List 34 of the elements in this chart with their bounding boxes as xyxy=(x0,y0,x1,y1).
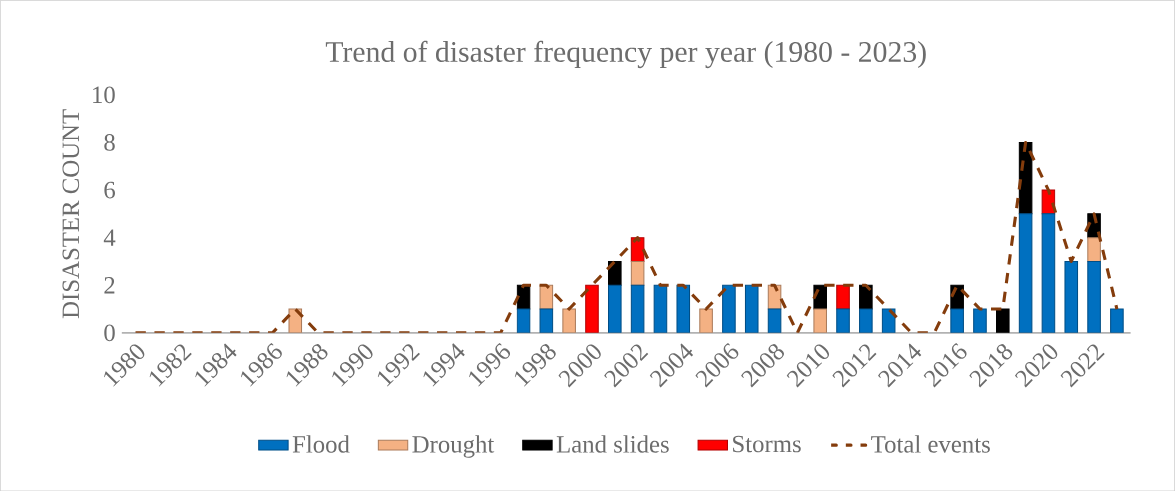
bar xyxy=(744,284,759,333)
bar xyxy=(1087,236,1101,262)
y-tick-label: 0 xyxy=(104,324,115,342)
bar xyxy=(608,284,622,333)
legend-label: Drought xyxy=(412,435,495,458)
bar xyxy=(1110,308,1124,333)
bar xyxy=(585,284,599,333)
chart-title: Trend of disaster frequency per year (1980 - 2023) xyxy=(325,40,926,68)
y-axis-title: DISASTER COUNT xyxy=(62,109,80,318)
bar xyxy=(1064,260,1079,333)
bar xyxy=(767,308,782,333)
bar xyxy=(1087,260,1101,333)
y-tick-label: 4 xyxy=(103,229,116,246)
bar xyxy=(676,284,691,333)
bar xyxy=(836,308,850,333)
y-tick-label: 2 xyxy=(104,276,115,294)
bar xyxy=(516,308,531,333)
bar xyxy=(653,284,668,333)
bar xyxy=(539,308,554,333)
bar xyxy=(722,284,736,333)
bar xyxy=(950,308,964,333)
bar xyxy=(630,284,645,333)
y-tick-label: 10 xyxy=(93,86,115,104)
legend-label: Flood xyxy=(292,435,350,453)
bar xyxy=(973,308,987,333)
y-tick-label: 8 xyxy=(104,133,115,151)
legend-label: Storms xyxy=(733,435,801,453)
bar xyxy=(859,308,873,333)
bar xyxy=(1018,213,1033,333)
y-tick-label: 6 xyxy=(104,181,116,199)
legend-label: Land slides xyxy=(556,435,669,453)
bar xyxy=(881,308,896,333)
legend-label: Total events xyxy=(871,435,990,453)
bar xyxy=(1041,213,1056,333)
